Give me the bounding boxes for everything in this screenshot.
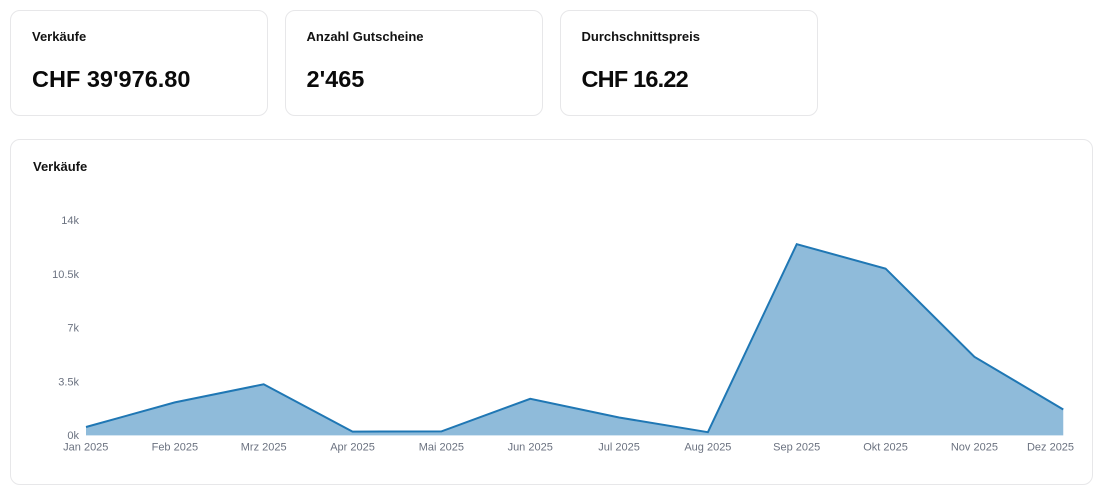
svg-text:Feb 2025: Feb 2025 xyxy=(152,442,198,454)
svg-text:Jan 2025: Jan 2025 xyxy=(63,442,108,454)
svg-text:Dez 2025: Dez 2025 xyxy=(1027,442,1074,454)
svg-text:Nov 2025: Nov 2025 xyxy=(951,442,998,454)
svg-text:Jun 2025: Jun 2025 xyxy=(508,442,553,454)
svg-text:10.5k: 10.5k xyxy=(52,269,79,281)
svg-text:3.5k: 3.5k xyxy=(58,376,79,388)
svg-text:Aug 2025: Aug 2025 xyxy=(684,442,731,454)
svg-text:Mrz 2025: Mrz 2025 xyxy=(241,442,287,454)
svg-text:7k: 7k xyxy=(67,323,79,335)
svg-text:Apr 2025: Apr 2025 xyxy=(330,442,375,454)
svg-text:Sep 2025: Sep 2025 xyxy=(773,442,820,454)
svg-text:0k: 0k xyxy=(67,430,79,442)
svg-text:Mai 2025: Mai 2025 xyxy=(419,442,464,454)
svg-text:Jul 2025: Jul 2025 xyxy=(598,442,640,454)
svg-text:Okt 2025: Okt 2025 xyxy=(863,442,908,454)
svg-text:14k: 14k xyxy=(61,215,79,227)
